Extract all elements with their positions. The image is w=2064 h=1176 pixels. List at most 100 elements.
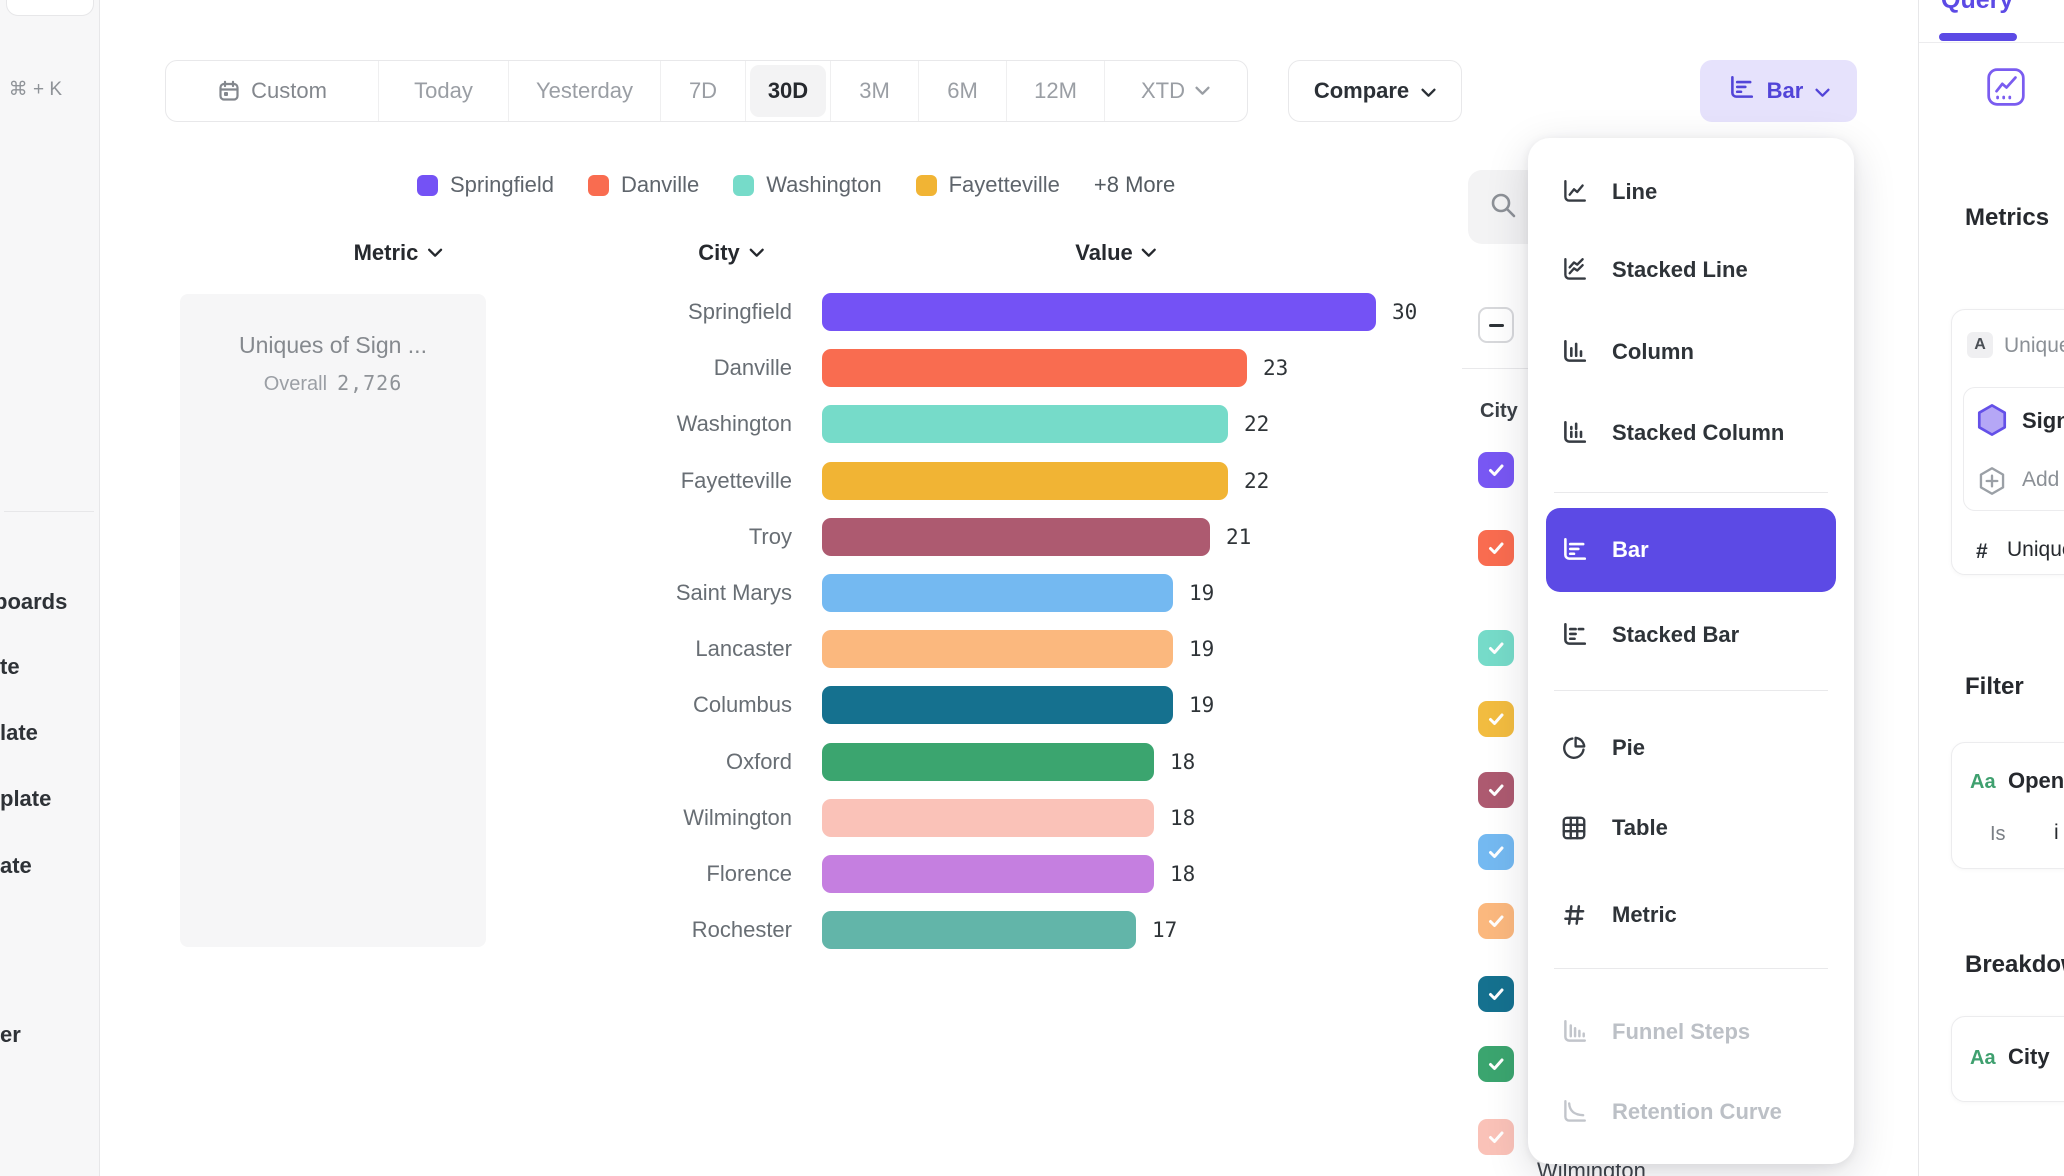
city-checkbox[interactable]: [1478, 530, 1514, 566]
date-range-12m[interactable]: 12M: [1007, 61, 1105, 121]
city-checkbox[interactable]: [1478, 1046, 1514, 1082]
bar-value: 22: [1244, 469, 1270, 493]
menu-item-metric[interactable]: Metric: [1528, 883, 1854, 947]
legend-swatch: [915, 174, 937, 196]
check-icon: [1489, 988, 1504, 1000]
select-all-checkbox[interactable]: [1478, 307, 1514, 343]
date-range-30d[interactable]: 30D: [746, 61, 831, 121]
legend-item[interactable]: Springfield: [417, 172, 554, 198]
city-checkbox[interactable]: [1478, 452, 1514, 488]
legend-label: Fayetteville: [948, 172, 1060, 197]
bar-row-label: Columbus: [692, 692, 792, 717]
bar-value: 18: [1170, 862, 1196, 886]
bar-saint-marys[interactable]: [822, 574, 1173, 612]
bar-florence[interactable]: [822, 855, 1154, 893]
overall-label: Overall: [263, 373, 328, 395]
bar-lancaster[interactable]: [822, 630, 1173, 668]
sidebar-item-er[interactable]: er: [0, 1022, 21, 1047]
legend-item[interactable]: Danville: [587, 172, 699, 198]
menu-item-column[interactable]: Column: [1528, 320, 1854, 384]
bar-danville[interactable]: [822, 349, 1247, 387]
date-range-6m[interactable]: 6M: [919, 61, 1007, 121]
menu-item-stacked-column[interactable]: Stacked Column: [1528, 401, 1854, 465]
sidebar-item-boards[interactable]: boards: [0, 589, 68, 614]
legend-item[interactable]: Fayetteville: [915, 172, 1060, 198]
sidebar-item-te[interactable]: te: [0, 654, 20, 679]
menu-item-table[interactable]: Table: [1528, 796, 1854, 860]
date-range-3m[interactable]: 3M: [831, 61, 919, 121]
bar-fayetteville[interactable]: [822, 462, 1228, 500]
column-header-metric[interactable]: Metric: [354, 240, 443, 266]
bar-row-label: Danville: [713, 355, 792, 380]
bar-row-label: Washington: [676, 411, 792, 436]
menu-item-line[interactable]: Line: [1528, 160, 1854, 224]
city-checkbox[interactable]: [1478, 701, 1514, 737]
date-range-7d[interactable]: 7D: [661, 61, 746, 121]
tab-query[interactable]: Query: [1941, 0, 2014, 14]
menu-divider: [1554, 690, 1828, 691]
menu-item-bar[interactable]: Bar: [1546, 508, 1836, 592]
city-checkbox[interactable]: [1478, 1119, 1514, 1155]
legend-more[interactable]: +8 More: [1093, 172, 1176, 197]
bar-springfield[interactable]: [822, 293, 1376, 331]
chevron-down-icon: [1142, 248, 1157, 257]
bar-rochester[interactable]: [822, 911, 1136, 949]
date-range-xtd[interactable]: XTD: [1105, 61, 1246, 121]
metrics-card[interactable]: A Uniques Sign Add # Uniques: [1951, 309, 2064, 575]
hexagon-plus-icon: [1979, 467, 2005, 495]
add-event-label[interactable]: Add: [2022, 468, 2060, 491]
date-range-today[interactable]: Today: [379, 61, 509, 121]
date-range-custom[interactable]: Custom: [166, 61, 379, 121]
insights-icon[interactable]: [1985, 66, 2027, 113]
filter-card[interactable]: Aa Open Is i: [1951, 742, 2064, 869]
city-checkbox[interactable]: [1478, 834, 1514, 870]
stacked-column-chart-icon: [1564, 420, 1587, 443]
city-checkbox[interactable]: [1478, 976, 1514, 1012]
bar-oxford[interactable]: [822, 743, 1154, 781]
check-icon: [1489, 542, 1504, 554]
bar-value: 18: [1170, 806, 1196, 830]
filter-value[interactable]: i: [2054, 821, 2059, 844]
date-range-label: Today: [414, 78, 473, 103]
column-header-value[interactable]: Value: [1075, 240, 1157, 266]
sidebar-search-box[interactable]: [6, 0, 94, 16]
sidebar-item-ate[interactable]: ate: [0, 853, 32, 878]
panel-divider: [1919, 42, 2064, 43]
bar-troy[interactable]: [822, 518, 1210, 556]
bar-wilmington[interactable]: [822, 799, 1154, 837]
chevron-down-icon: [427, 248, 442, 257]
compare-button[interactable]: Compare: [1288, 60, 1462, 122]
sidebar-item-plate[interactable]: plate: [0, 786, 52, 811]
menu-divider: [1554, 968, 1828, 969]
aggregate-label[interactable]: Uniques: [2007, 538, 2064, 561]
bar-columbus[interactable]: [822, 686, 1173, 724]
menu-item-pie[interactable]: Pie: [1528, 716, 1854, 780]
legend-swatch: [417, 174, 438, 196]
filter-operator[interactable]: Is: [1990, 823, 2006, 845]
sidebar-item-late[interactable]: late: [0, 720, 38, 745]
breakdown-card[interactable]: Aa City: [1951, 1016, 2064, 1102]
chart-type-button[interactable]: Bar: [1700, 60, 1857, 122]
legend-item[interactable]: Washington: [733, 172, 882, 198]
city-checkbox[interactable]: [1478, 903, 1514, 939]
breakdown-heading: Breakdown: [1965, 951, 2064, 978]
bar-chart-icon: [1730, 75, 1753, 98]
city-checkbox[interactable]: [1478, 772, 1514, 808]
query-panel: Query Metrics A Uniques Sign Add # Uniqu…: [1918, 0, 2064, 1176]
chevron-down-icon: [749, 248, 764, 257]
city-checkbox[interactable]: [1478, 630, 1514, 666]
column-header-city[interactable]: City: [698, 240, 764, 266]
menu-item-stacked-line[interactable]: Stacked Line: [1528, 238, 1854, 302]
menu-item-stacked-bar[interactable]: Stacked Bar: [1528, 603, 1854, 667]
metric-summary-panel[interactable]: Uniques of Sign ... Overall 2,726: [180, 294, 486, 947]
property-type-badge: Aa: [1970, 1047, 1996, 1069]
bar-washington[interactable]: [822, 405, 1228, 443]
indeterminate-mark: [1488, 323, 1504, 327]
breakdown-column-label: City: [1480, 400, 1518, 422]
add-event-icon[interactable]: [1975, 464, 2009, 503]
event-group: Sign Add: [1963, 387, 2064, 511]
menu-item-label: Metric: [1612, 902, 1677, 927]
menu-divider: [1554, 492, 1828, 493]
date-range-yesterday[interactable]: Yesterday: [509, 61, 661, 121]
